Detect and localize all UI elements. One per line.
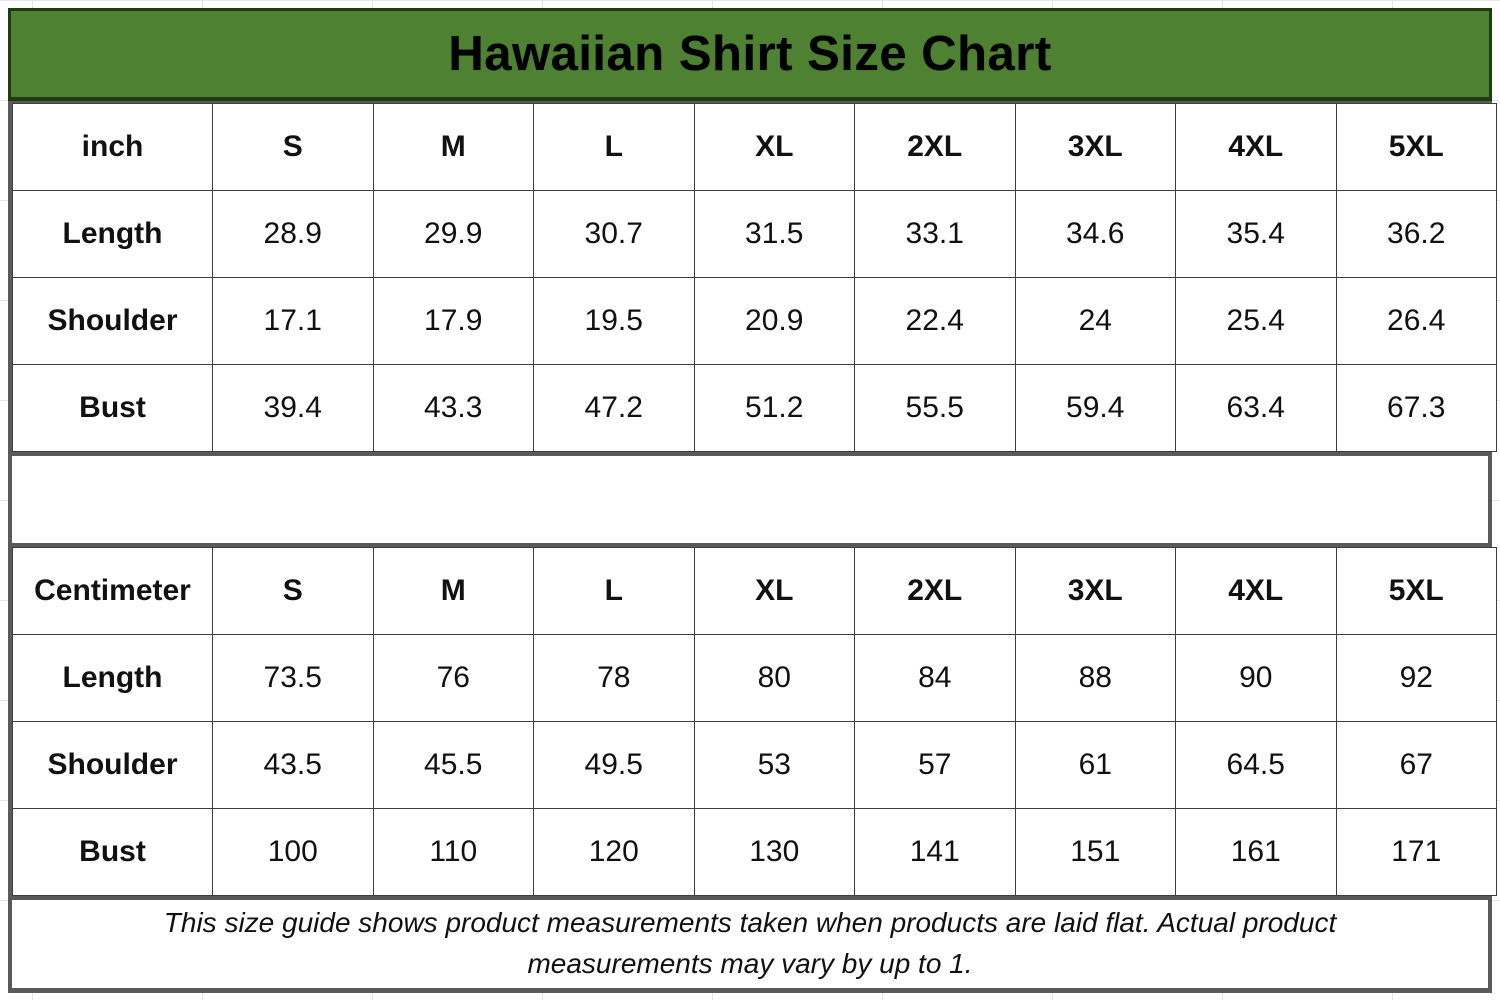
size-chart-container: Hawaiian Shirt Size Chart inch S M L XL … [8,8,1497,993]
cell-inch-shoulder-4xl: 25.4 [1175,277,1337,365]
cell-cm-length-2xl: 84 [854,634,1016,722]
cm-column-header-l: L [533,547,695,635]
cm-column-header-m: M [372,547,534,635]
cell-cm-length-5xl: 92 [1335,634,1497,722]
cell-inch-length-s: 28.9 [212,190,374,278]
table-spacer-row [8,452,1492,547]
column-header-4xl: 4XL [1175,103,1337,191]
cell-inch-length-5xl: 36.2 [1335,190,1497,278]
centimeter-size-table: Centimeter S M L XL 2XL 3XL 4XL 5XL Leng… [12,547,1497,896]
cell-inch-shoulder-s: 17.1 [212,277,374,365]
column-header-3xl: 3XL [1014,103,1176,191]
row-label-length-inch: Length [12,190,213,278]
cell-inch-bust-m: 43.3 [372,364,534,452]
cell-inch-bust-s: 39.4 [212,364,374,452]
cm-column-header-4xl: 4XL [1175,547,1337,635]
cell-inch-bust-2xl: 55.5 [854,364,1016,452]
column-header-2xl: 2XL [854,103,1016,191]
cell-inch-length-3xl: 34.6 [1014,190,1176,278]
cell-cm-bust-4xl: 161 [1175,808,1337,896]
cm-column-header-3xl: 3XL [1014,547,1176,635]
row-label-shoulder-cm: Shoulder [12,721,213,809]
cm-column-header-s: S [212,547,374,635]
cell-cm-shoulder-s: 43.5 [212,721,374,809]
cell-inch-shoulder-xl: 20.9 [693,277,855,365]
centimeter-table-block: Centimeter S M L XL 2XL 3XL 4XL 5XL Leng… [8,547,1497,896]
column-header-5xl: 5XL [1335,103,1497,191]
cell-cm-shoulder-xl: 53 [693,721,855,809]
page-title: Hawaiian Shirt Size Chart [448,27,1052,81]
cell-cm-length-4xl: 90 [1175,634,1337,722]
cell-cm-bust-2xl: 141 [854,808,1016,896]
cell-cm-shoulder-3xl: 61 [1014,721,1176,809]
column-header-l: L [533,103,695,191]
cell-cm-bust-3xl: 151 [1014,808,1176,896]
cell-cm-shoulder-4xl: 64.5 [1175,721,1337,809]
cell-inch-shoulder-l: 19.5 [533,277,695,365]
row-label-bust-inch: Bust [12,364,213,452]
row-label-shoulder-inch: Shoulder [12,277,213,365]
table-row: Bust 100 110 120 130 141 151 161 171 [12,808,1497,896]
cm-column-header-5xl: 5XL [1335,547,1497,635]
size-guide-footnote: This size guide shows product measuremen… [8,896,1492,993]
cell-cm-length-3xl: 88 [1014,634,1176,722]
chart-title-banner: Hawaiian Shirt Size Chart [8,8,1492,101]
cell-cm-length-l: 78 [533,634,695,722]
cell-inch-length-l: 30.7 [533,190,695,278]
unit-label-centimeter: Centimeter [12,547,213,635]
cell-inch-shoulder-3xl: 24 [1014,277,1176,365]
inch-table-block: inch S M L XL 2XL 3XL 4XL 5XL Length 28.… [8,101,1497,452]
cell-inch-length-m: 29.9 [372,190,534,278]
column-header-xl: XL [693,103,855,191]
cell-inch-bust-5xl: 67.3 [1335,364,1497,452]
column-header-s: S [212,103,374,191]
cell-cm-shoulder-5xl: 67 [1335,721,1497,809]
cell-inch-length-2xl: 33.1 [854,190,1016,278]
cell-inch-length-4xl: 35.4 [1175,190,1337,278]
cell-cm-bust-xl: 130 [693,808,855,896]
cell-cm-length-s: 73.5 [212,634,374,722]
table-row: Shoulder 17.1 17.9 19.5 20.9 22.4 24 25.… [12,277,1497,365]
cell-inch-bust-3xl: 59.4 [1014,364,1176,452]
table-header-row: Centimeter S M L XL 2XL 3XL 4XL 5XL [12,547,1497,635]
cm-column-header-xl: XL [693,547,855,635]
cell-inch-shoulder-2xl: 22.4 [854,277,1016,365]
cell-inch-bust-4xl: 63.4 [1175,364,1337,452]
cell-cm-shoulder-2xl: 57 [854,721,1016,809]
cell-cm-bust-l: 120 [533,808,695,896]
row-label-bust-cm: Bust [12,808,213,896]
cell-cm-length-m: 76 [372,634,534,722]
cell-inch-bust-xl: 51.2 [693,364,855,452]
cell-inch-bust-l: 47.2 [533,364,695,452]
column-header-m: M [372,103,534,191]
cm-column-header-2xl: 2XL [854,547,1016,635]
unit-label-inch: inch [12,103,213,191]
row-label-length-cm: Length [12,634,213,722]
cell-inch-length-xl: 31.5 [693,190,855,278]
cell-inch-shoulder-5xl: 26.4 [1335,277,1497,365]
cell-inch-shoulder-m: 17.9 [372,277,534,365]
cell-cm-length-xl: 80 [693,634,855,722]
footnote-text: This size guide shows product measuremen… [163,907,1337,979]
cell-cm-bust-s: 100 [212,808,374,896]
cell-cm-shoulder-m: 45.5 [372,721,534,809]
inch-size-table: inch S M L XL 2XL 3XL 4XL 5XL Length 28.… [12,103,1497,452]
table-row: Bust 39.4 43.3 47.2 51.2 55.5 59.4 63.4 … [12,364,1497,452]
cell-cm-shoulder-l: 49.5 [533,721,695,809]
table-row: Shoulder 43.5 45.5 49.5 53 57 61 64.5 67 [12,721,1497,809]
cell-cm-bust-m: 110 [372,808,534,896]
table-row: Length 28.9 29.9 30.7 31.5 33.1 34.6 35.… [12,190,1497,278]
table-header-row: inch S M L XL 2XL 3XL 4XL 5XL [12,103,1497,191]
table-row: Length 73.5 76 78 80 84 88 90 92 [12,634,1497,722]
cell-cm-bust-5xl: 171 [1335,808,1497,896]
